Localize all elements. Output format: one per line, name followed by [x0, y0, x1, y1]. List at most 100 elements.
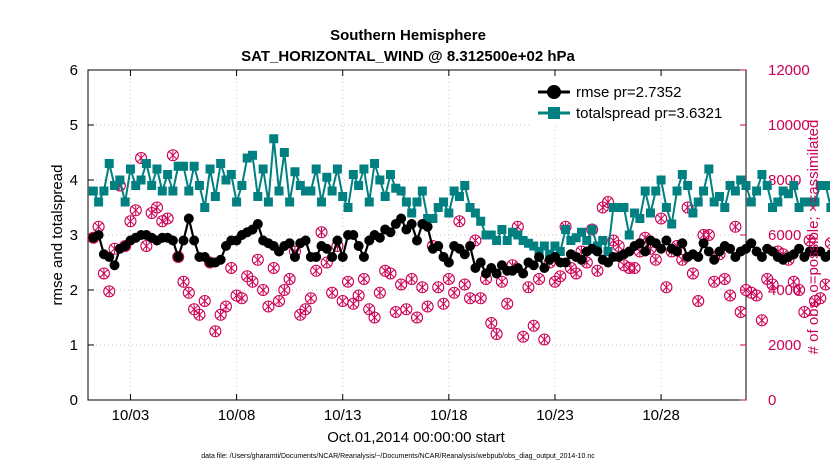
- rmse-point: [677, 238, 688, 249]
- totalspread-point: [396, 186, 406, 196]
- totalspread-point: [248, 150, 257, 160]
- obs-marker: [538, 333, 551, 346]
- obs-marker: [458, 278, 471, 291]
- obs-marker: [432, 281, 445, 294]
- legend-box: [530, 78, 738, 126]
- obs-marker: [591, 264, 604, 277]
- obs-marker: [389, 305, 402, 319]
- totalspread-point: [269, 134, 279, 144]
- rmse-point: [215, 254, 226, 265]
- totalspread-point: [741, 181, 751, 190]
- rmse-point: [300, 235, 311, 246]
- obs-marker: [219, 300, 233, 313]
- rmse-point: [104, 252, 115, 262]
- obs-marker: [193, 308, 206, 321]
- totalspread-point: [189, 161, 199, 171]
- x-tick-label: 10/03: [112, 407, 150, 424]
- totalspread-point: [598, 236, 608, 245]
- rmse-point: [534, 252, 545, 262]
- rmse-point: [406, 219, 417, 229]
- chart-title-line2: SAT_HORIZONTAL_WIND @ 8.312500e+02 hPa: [241, 48, 575, 65]
- totalspread-point: [290, 167, 300, 177]
- obs-marker: [448, 286, 461, 299]
- totalspread-point: [661, 203, 671, 212]
- totalspread-point: [683, 181, 693, 190]
- x-tick-label: 10/18: [430, 407, 468, 424]
- obs-marker: [198, 294, 211, 308]
- rmse-point: [640, 246, 651, 257]
- totalspread-point: [645, 208, 655, 218]
- totalspread-point: [253, 192, 263, 201]
- obs-marker: [310, 264, 323, 277]
- totalspread-point: [624, 230, 634, 240]
- totalspread-point: [476, 216, 486, 226]
- rmse-point: [518, 268, 529, 279]
- totalspread-point: [481, 230, 491, 240]
- totalspread-point: [237, 181, 247, 190]
- totalspread-point: [677, 170, 687, 179]
- totalspread-point: [141, 159, 151, 168]
- obs-marker: [262, 300, 275, 313]
- obs-marker: [304, 292, 317, 305]
- totalspread-point: [799, 197, 809, 207]
- obs-marker: [660, 281, 673, 294]
- totalspread-point: [88, 186, 98, 196]
- obs-marker: [341, 275, 355, 288]
- totalspread-point: [529, 241, 539, 251]
- totalspread-point: [285, 197, 295, 207]
- totalspread-point: [635, 214, 645, 223]
- obs-marker: [612, 239, 625, 253]
- rmse-point: [412, 235, 422, 246]
- obs-marker: [421, 300, 434, 313]
- series-layer: [87, 134, 830, 346]
- totalspread-point: [94, 197, 104, 207]
- totalspread-point: [550, 241, 560, 251]
- rmse-point: [93, 230, 104, 240]
- totalspread-point: [762, 181, 772, 190]
- obs-marker: [251, 253, 264, 266]
- totalspread-point: [736, 175, 746, 185]
- rmse-point: [348, 230, 359, 240]
- rmse-point: [178, 235, 189, 246]
- obs-marker: [373, 286, 386, 299]
- totalspread-point: [226, 170, 236, 179]
- totalspread-point: [577, 227, 586, 237]
- totalspread-point: [614, 203, 624, 212]
- rmse-point: [725, 243, 736, 254]
- obs-marker: [453, 215, 466, 228]
- obs-marker: [214, 308, 227, 321]
- totalspread-point: [725, 181, 735, 190]
- obs-marker: [410, 311, 424, 324]
- y-tick-label-left: 1: [70, 337, 78, 354]
- rmse-point: [756, 252, 767, 262]
- totalspread-point: [460, 181, 470, 190]
- totalspread-point: [492, 236, 502, 245]
- totalspread-point: [592, 241, 602, 251]
- x-tick-label: 10/08: [218, 407, 256, 424]
- obs-marker: [766, 278, 779, 291]
- totalspread-point: [587, 225, 597, 234]
- totalspread-point: [566, 236, 576, 245]
- totalspread-point: [200, 203, 210, 212]
- rmse-point: [284, 238, 295, 249]
- totalspread-point: [163, 170, 173, 179]
- totalspread-point: [640, 186, 650, 196]
- totalspread-point: [545, 249, 555, 259]
- rmse-point: [794, 243, 805, 254]
- totalspread-point: [316, 197, 326, 207]
- obs-marker: [814, 292, 827, 305]
- rmse-point: [109, 260, 120, 271]
- totalspread-point: [454, 192, 464, 201]
- rmse-point: [539, 263, 550, 273]
- totalspread-point: [582, 236, 592, 245]
- totalspread-point: [502, 236, 512, 245]
- obs-marker: [532, 272, 546, 286]
- totalspread-point: [757, 170, 767, 179]
- totalspread-point: [391, 183, 401, 193]
- totalspread-point: [274, 186, 284, 196]
- rmse-point: [443, 257, 454, 268]
- totalspread-point: [338, 192, 348, 201]
- obs-marker: [517, 330, 530, 343]
- rmse-point: [703, 246, 714, 257]
- totalspread-point: [152, 164, 162, 174]
